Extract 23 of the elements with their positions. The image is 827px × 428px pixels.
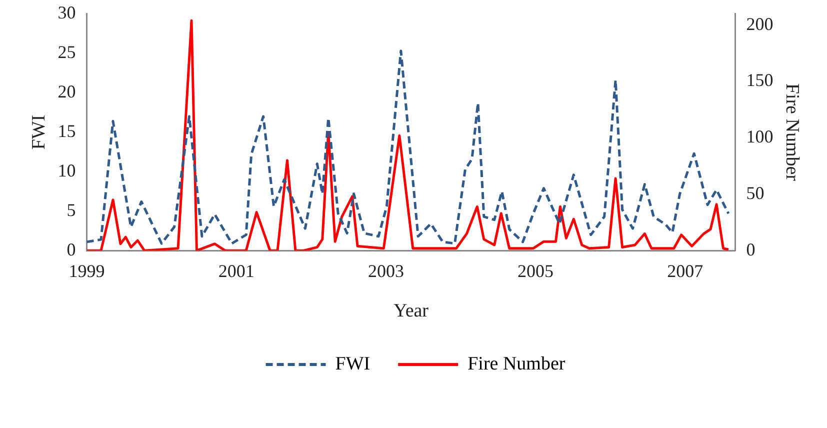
x-tick-label: 2001 xyxy=(218,261,254,282)
x-tick-label: 2007 xyxy=(667,261,704,282)
y-tick-label: 30 xyxy=(58,2,76,23)
y-axis-title: FWI xyxy=(28,114,50,150)
x-tick-label: 2005 xyxy=(518,261,554,282)
line-series xyxy=(86,50,730,245)
y2-tick-label: 100 xyxy=(746,126,774,147)
y-tick-label: 15 xyxy=(58,120,76,141)
x-axis-title: Year xyxy=(393,300,430,322)
y2-tick-label: 150 xyxy=(746,70,774,90)
legend-label: FWI xyxy=(335,353,370,374)
y2-tick-label: 0 xyxy=(746,239,756,260)
y-tick-label: 0 xyxy=(66,239,76,260)
y2-tick-label: 200 xyxy=(746,14,774,34)
y-tick-label: 5 xyxy=(66,200,76,220)
y-tick-label: 20 xyxy=(58,81,76,102)
legend-label: Fire Number xyxy=(468,353,566,374)
y-tick-label: 10 xyxy=(58,160,76,180)
y2-tick-label: 50 xyxy=(746,182,764,203)
x-tick-label: 1999 xyxy=(68,261,105,282)
y-tick-label: 25 xyxy=(58,42,76,62)
x-tick-label: 2003 xyxy=(368,261,404,282)
y2-axis-title: Fire Number xyxy=(782,83,803,182)
